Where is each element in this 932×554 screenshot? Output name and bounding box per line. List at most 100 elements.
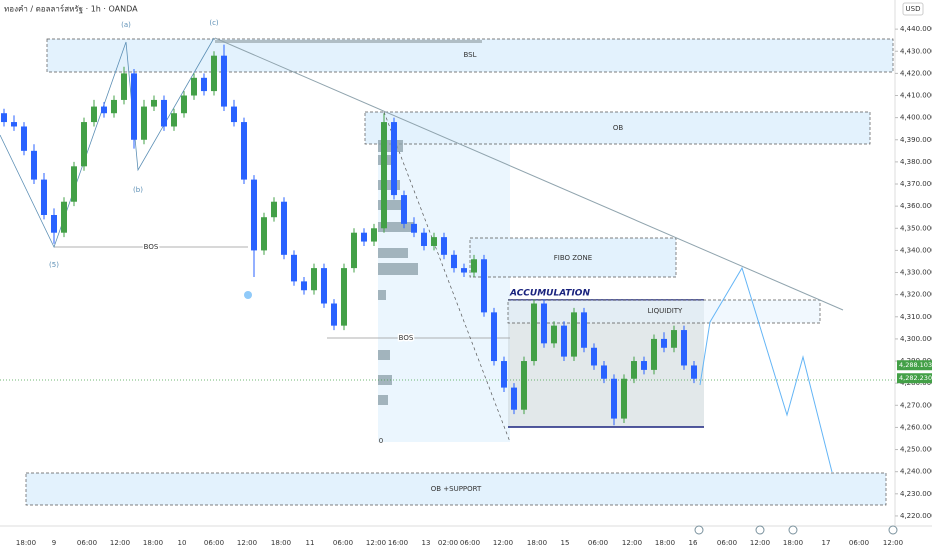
x-tick-label: 12:00 <box>493 539 513 547</box>
candle-body <box>331 303 337 326</box>
candle-body <box>691 365 697 379</box>
y-tick-label: 4,230.000 <box>900 490 932 498</box>
annotation: 0 <box>379 437 383 445</box>
annotation: FIBO ZONE <box>554 254 592 262</box>
currency: USD <box>906 5 921 13</box>
bsl-box <box>46 38 894 73</box>
candle-body <box>341 268 347 326</box>
price-label: 4,282.230 <box>899 374 932 382</box>
x-tick-label: 06:00 <box>849 539 869 547</box>
candle-body <box>291 254 297 282</box>
y-tick-label: 4,300.000 <box>900 335 932 343</box>
x-tick-label: 16 <box>689 539 698 547</box>
x-tick-label: 16:00 <box>388 539 408 547</box>
x-tick-label: 06:00 <box>77 539 97 547</box>
x-tick-label: 06:00 <box>460 539 480 547</box>
x-tick-label: 12:00 <box>622 539 642 547</box>
candle-body <box>661 338 667 348</box>
candle-body <box>51 215 57 233</box>
x-tick-label: 06:00 <box>717 539 737 547</box>
event-icons <box>694 525 898 535</box>
y-tick-label: 4,270.000 <box>900 401 932 409</box>
candle-body <box>41 179 47 215</box>
candle-body <box>421 232 427 246</box>
candle-body <box>91 106 97 123</box>
candle-body <box>501 361 507 388</box>
chart-title: ทองคำ / ดอลลาร์สหรัฐ · 1h · OANDA <box>4 4 138 14</box>
currency-box <box>902 2 924 16</box>
candle-body <box>11 122 17 127</box>
candle-body <box>221 55 227 107</box>
candle-body <box>151 99 157 107</box>
annotation: (5) <box>49 261 59 269</box>
y-tick-label: 4,410.000 <box>900 92 932 100</box>
candle-body <box>671 330 677 348</box>
x-tick-label: 18:00 <box>16 539 36 547</box>
candle-body <box>461 268 467 273</box>
x-tick-label: 18:00 <box>655 539 675 547</box>
candle-body <box>321 268 327 304</box>
x-tick-label: 13 <box>422 539 431 547</box>
y-tick-label: 4,380.000 <box>900 158 932 166</box>
y-tick-label: 4,340.000 <box>900 246 932 254</box>
y-tick-label: 4,250.000 <box>900 446 932 454</box>
x-tick-label: 12:00 <box>237 539 257 547</box>
support-box <box>25 472 887 506</box>
x-tick-label: 18:00 <box>143 539 163 547</box>
x-tick-label: 12:00 <box>366 539 386 547</box>
x-tick-label: 11 <box>306 539 315 547</box>
annotation: (a) <box>121 21 131 29</box>
price-tag <box>897 373 932 384</box>
candle-body <box>171 113 177 127</box>
x-tick-label: 9 <box>52 539 56 547</box>
candle-body <box>621 378 627 419</box>
candle-body <box>491 312 497 362</box>
projection <box>699 266 833 473</box>
y-tick-label: 4,360.000 <box>900 202 932 210</box>
y-tick-label: 4,310.000 <box>900 313 932 321</box>
candle-body <box>441 237 447 255</box>
annotation: OB +SUPPORT <box>431 485 482 493</box>
x-tick-label: 06:00 <box>204 539 224 547</box>
annotation: LIQUIDITY <box>648 307 683 315</box>
annotation: OB <box>613 124 624 132</box>
candle-body <box>191 77 197 96</box>
x-tick-label: 06:00 <box>588 539 608 547</box>
y-tick-label: 4,240.000 <box>900 468 932 476</box>
candle-body <box>271 201 277 218</box>
candle-body <box>201 77 207 92</box>
candle-body <box>301 281 307 291</box>
candle-body <box>211 55 217 92</box>
y-tick-label: 4,220.000 <box>900 512 932 520</box>
candle-body <box>21 126 27 151</box>
x-tick-label: 12:00 <box>110 539 130 547</box>
candle-body <box>481 259 487 313</box>
fibo-box <box>469 237 677 278</box>
drawings <box>0 0 932 535</box>
fib-line <box>383 111 511 443</box>
candle-body <box>251 179 257 251</box>
candle-body <box>631 361 637 379</box>
candle-body <box>531 303 537 362</box>
candle-body <box>311 268 317 291</box>
candle-body <box>551 325 557 344</box>
dot <box>244 291 252 299</box>
candle-body <box>241 122 247 180</box>
candle-body <box>591 347 597 366</box>
y-tick-label: 4,390.000 <box>900 136 932 144</box>
candle-body <box>451 254 457 269</box>
x-tick-label: 18:00 <box>783 539 803 547</box>
candle-body <box>261 217 267 251</box>
y-tick-label: 4,400.000 <box>900 114 932 122</box>
candle-body <box>401 195 407 224</box>
candle-body <box>651 338 657 370</box>
candle-body <box>681 330 687 366</box>
candle-body <box>1 113 7 123</box>
ob-box <box>364 111 871 145</box>
candle-body <box>641 361 647 370</box>
y-tick-label: 4,430.000 <box>900 47 932 55</box>
candle-body <box>61 201 67 233</box>
candle-body <box>181 95 187 114</box>
candle-body <box>361 232 367 242</box>
